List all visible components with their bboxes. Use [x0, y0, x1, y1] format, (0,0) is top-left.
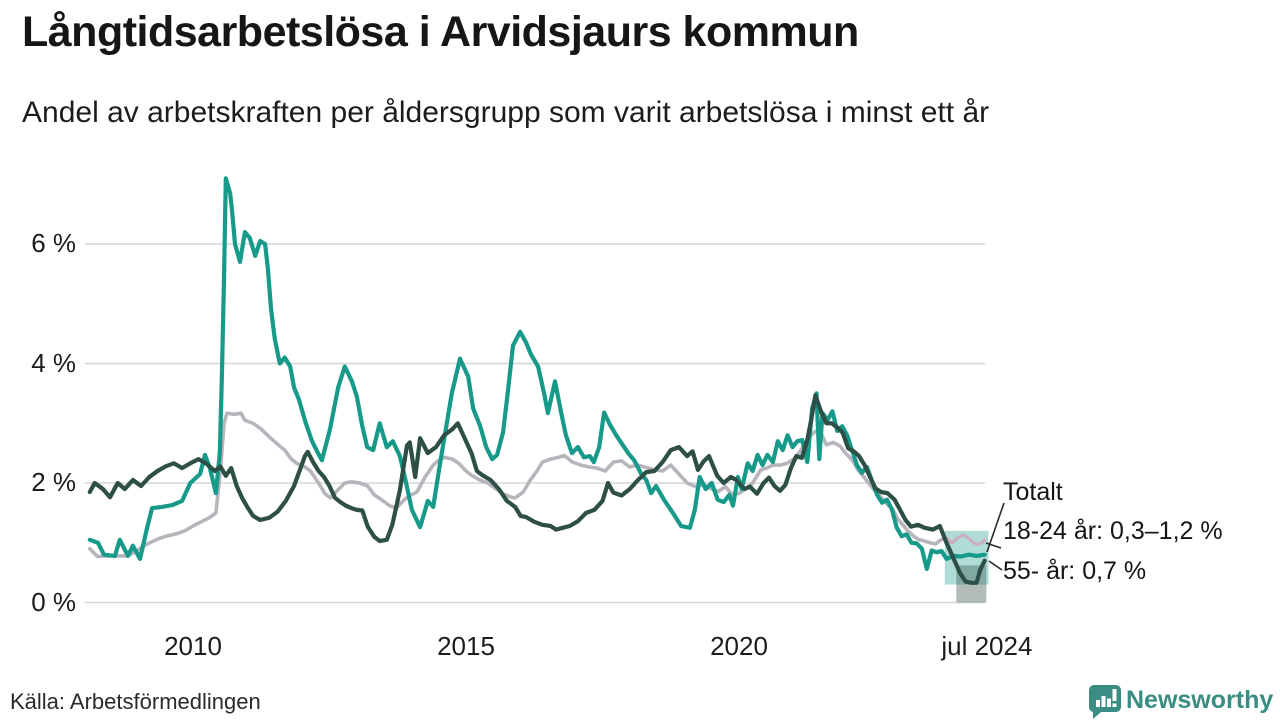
- newsworthy-logo-icon: [1088, 685, 1121, 719]
- annotation-leader-lines: [985, 502, 1005, 571]
- newsworthy-logo-text: Newsworthy: [1126, 686, 1274, 714]
- series-line: [88, 411, 943, 559]
- series-line: [87, 393, 987, 585]
- leader-line: [988, 560, 1003, 571]
- annotation-total: Totalt: [1003, 478, 1063, 506]
- series-line: [939, 533, 987, 547]
- page-subtitle: Andel av arbetskraften per åldersgrupp s…: [22, 96, 990, 129]
- data-series: [87, 176, 987, 585]
- leader-line: [985, 542, 1002, 549]
- series-line: [87, 176, 987, 572]
- annotation-old: 55- år: 0,7 %: [1003, 557, 1147, 585]
- annotation-young: 18-24 år: 0,3–1,2 %: [1003, 517, 1223, 545]
- page-title: Långtidsarbetslösa i Arvidsjaurs kommun: [22, 8, 859, 56]
- source-caption: Källa: Arbetsförmedlingen: [10, 689, 261, 714]
